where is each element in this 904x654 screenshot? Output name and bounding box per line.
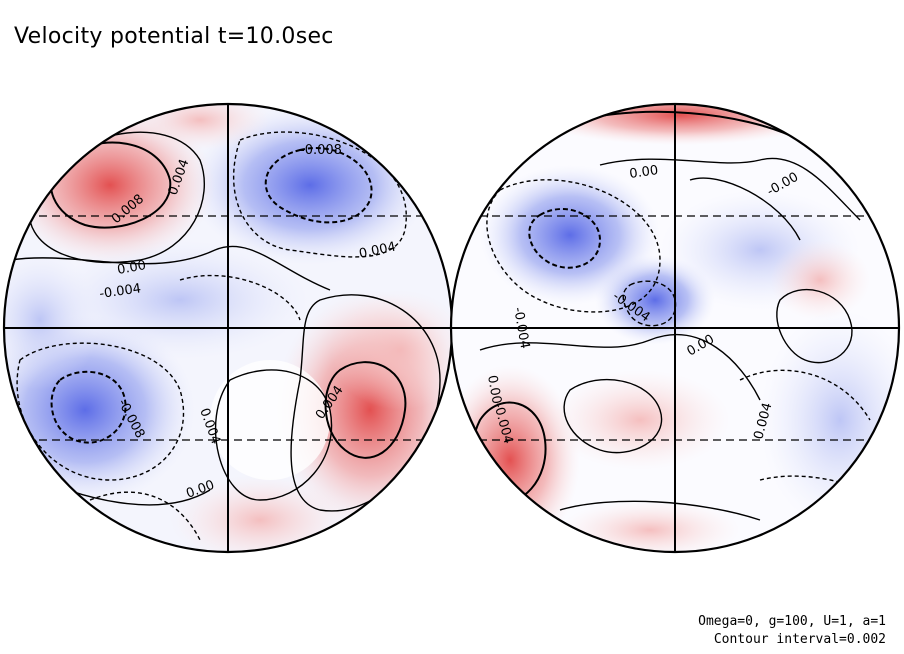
contour-label: 0.00	[628, 163, 659, 182]
contour-label: 0.00	[116, 258, 147, 278]
positive-anomaly	[550, 370, 730, 470]
positive-anomaly	[330, 290, 452, 410]
map-grid	[4, 104, 452, 552]
right-hemisphere-outline	[449, 102, 901, 554]
contour-interval: Contour interval=0.002	[713, 632, 886, 647]
contour-label: -0.004	[98, 281, 142, 302]
positive-anomaly	[130, 104, 270, 150]
contour-label: 0.00	[484, 374, 504, 405]
right-hemisphere	[451, 104, 899, 552]
negative-anomaly	[50, 240, 310, 360]
left-hemisphere	[4, 104, 452, 552]
contour-label: -0.008	[300, 143, 342, 158]
negative-anomaly	[4, 250, 100, 390]
positive-anomaly	[770, 240, 870, 320]
plot-title: Velocity potential t=10.0sec	[14, 24, 334, 49]
contour-label: -0.004	[510, 306, 532, 350]
positive-anomaly	[530, 104, 830, 145]
model-parameters: Omega=0, g=100, U=1, a=1	[698, 614, 886, 629]
map-grid	[451, 104, 899, 552]
neutral-zone	[210, 360, 330, 480]
